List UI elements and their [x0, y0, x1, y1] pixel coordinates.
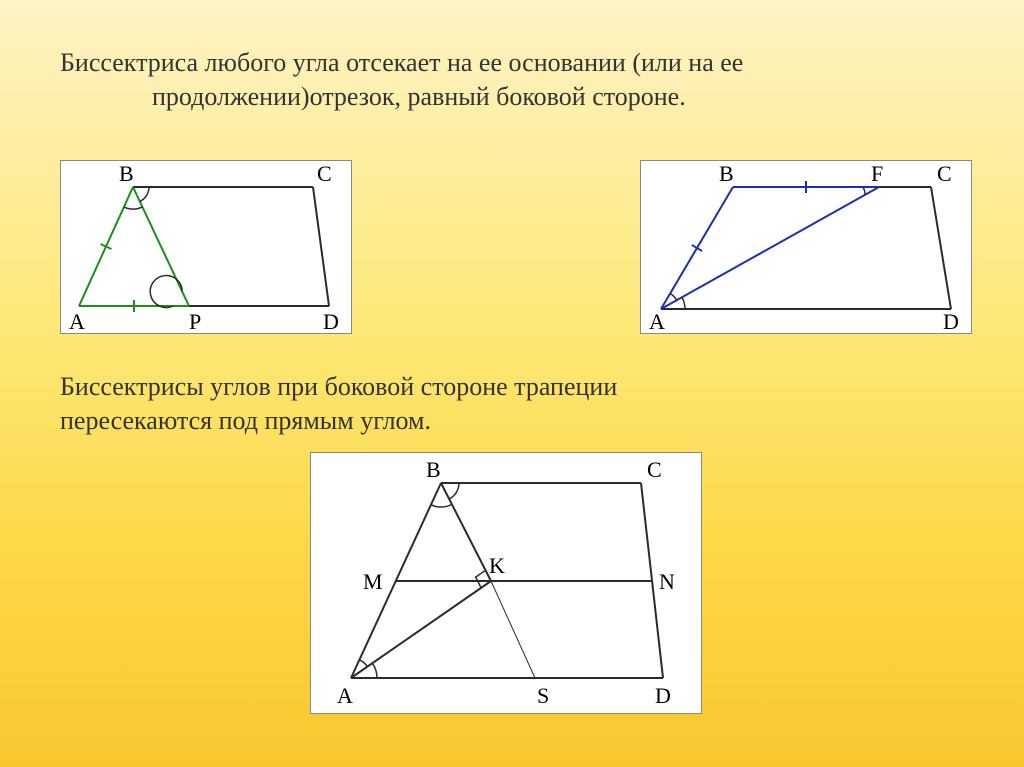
- svg-text:K: K: [489, 553, 505, 578]
- svg-text:B: B: [426, 457, 441, 482]
- svg-text:C: C: [937, 161, 952, 186]
- diagram-2: A B C D F: [640, 160, 972, 334]
- statement-1: Биссектриса любого угла отсекает на ее о…: [60, 46, 743, 114]
- statement-2-line-1: Биссектрисы углов при боковой стороне тр…: [60, 370, 617, 404]
- statement-2-line-2: пересекаются под прямым углом.: [60, 404, 617, 438]
- statement-1-line-1: Биссектриса любого угла отсекает на ее о…: [60, 46, 743, 80]
- diagram-2-svg: A B C D F: [641, 161, 971, 333]
- svg-text:A: A: [337, 683, 353, 708]
- svg-text:F: F: [871, 161, 883, 186]
- diagram-1: A B C D P: [60, 160, 352, 334]
- diagram-1-svg: A B C D P: [61, 161, 351, 333]
- svg-text:D: D: [943, 309, 959, 333]
- statement-1-line-2: продолжении)отрезок, равный боковой стор…: [60, 80, 743, 114]
- svg-text:A: A: [69, 309, 85, 333]
- svg-text:N: N: [659, 569, 675, 594]
- svg-text:S: S: [537, 683, 549, 708]
- diagram-3: A B C D M N K S: [310, 452, 702, 714]
- svg-text:D: D: [655, 683, 671, 708]
- svg-text:P: P: [189, 309, 201, 333]
- svg-text:B: B: [119, 161, 134, 186]
- svg-text:C: C: [647, 457, 662, 482]
- diagram-3-svg: A B C D M N K S: [311, 453, 701, 713]
- svg-text:B: B: [719, 161, 734, 186]
- statement-2: Биссектрисы углов при боковой стороне тр…: [60, 370, 617, 438]
- svg-text:D: D: [323, 309, 339, 333]
- svg-text:A: A: [649, 309, 665, 333]
- svg-text:C: C: [317, 161, 332, 186]
- svg-text:M: M: [363, 569, 383, 594]
